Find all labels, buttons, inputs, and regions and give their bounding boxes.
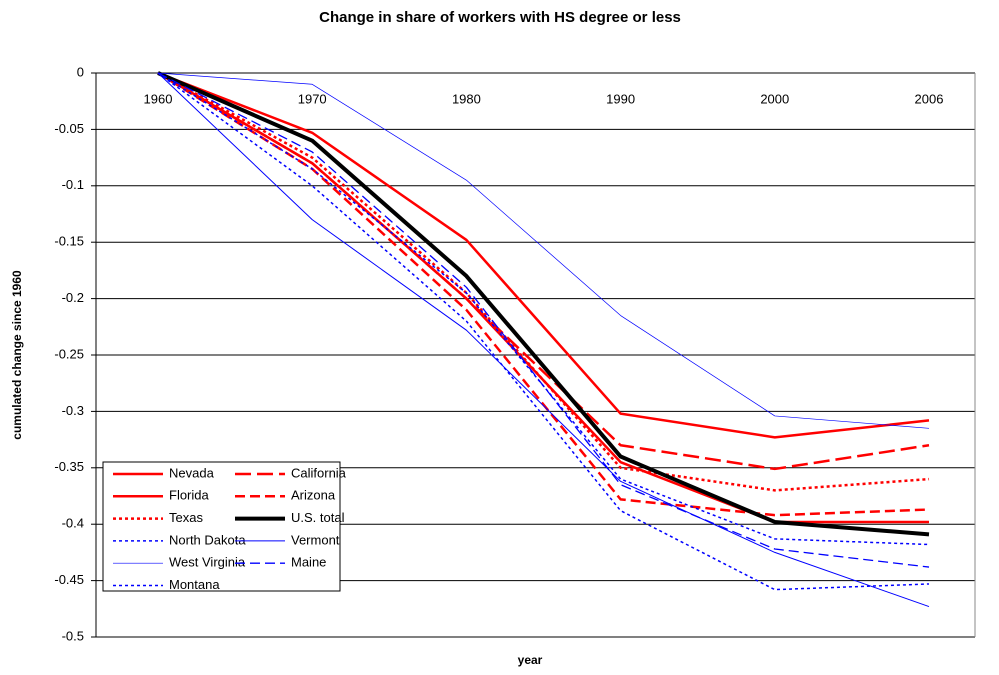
legend-label: Texas xyxy=(169,510,203,525)
legend-label: Nevada xyxy=(169,465,215,480)
legend-label: Montana xyxy=(169,577,220,592)
chart-title: Change in share of workers with HS degre… xyxy=(319,9,681,26)
x-tick-label: 1980 xyxy=(452,91,481,106)
x-tick-label: 1970 xyxy=(298,91,327,106)
y-tick-label: -0.1 xyxy=(62,177,84,192)
legend-label: Maine xyxy=(291,555,326,570)
series-line xyxy=(157,71,930,439)
series-line xyxy=(157,72,930,546)
legend-label: Florida xyxy=(169,488,210,503)
legend-label: California xyxy=(291,465,347,480)
legend-label: U.S. total xyxy=(291,510,345,525)
legend-label: West Virginia xyxy=(169,555,246,570)
series-line xyxy=(157,72,930,591)
series-line xyxy=(157,72,930,608)
y-tick-label: -0.4 xyxy=(62,516,84,531)
x-tick-label: 2006 xyxy=(915,91,944,106)
y-tick-label: 0 xyxy=(77,64,84,79)
y-tick-label: -0.15 xyxy=(54,234,84,249)
y-tick-label: -0.25 xyxy=(54,346,84,361)
y-axis-title: cumulated change since 1960 xyxy=(10,270,24,440)
series-line xyxy=(157,71,930,537)
series-line xyxy=(157,72,930,429)
x-axis-title: year xyxy=(518,653,543,667)
y-tick-label: -0.35 xyxy=(54,459,84,474)
x-tick-label: 1960 xyxy=(144,91,173,106)
x-tick-label: 1990 xyxy=(606,91,635,106)
x-tick-label: 2000 xyxy=(760,91,789,106)
y-tick-label: -0.05 xyxy=(54,121,84,136)
series-line xyxy=(157,71,929,524)
legend-label: North Dakota xyxy=(169,532,246,547)
series-line xyxy=(157,71,930,471)
y-tick-label: -0.45 xyxy=(54,572,84,587)
legend-box xyxy=(102,461,341,592)
y-tick-label: -0.3 xyxy=(62,403,84,418)
y-tick-label: -0.2 xyxy=(62,290,84,305)
legend-label: Arizona xyxy=(291,488,336,503)
series-line xyxy=(157,71,930,492)
legend-label: Vermont xyxy=(291,532,340,547)
y-tick-label: -0.5 xyxy=(62,628,84,643)
